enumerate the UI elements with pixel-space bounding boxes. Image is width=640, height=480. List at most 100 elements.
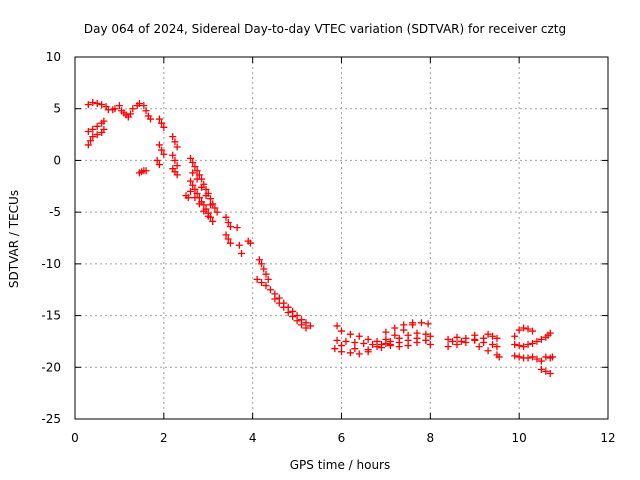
data-point [195, 200, 203, 208]
data-point [84, 141, 92, 149]
data-point [533, 337, 541, 345]
data-point [495, 353, 503, 361]
x-axis-label: GPS time / hours [290, 458, 391, 472]
data-point [453, 341, 461, 349]
data-point [84, 127, 92, 135]
series-long-descent [253, 256, 314, 332]
y-tick-label: 10 [46, 50, 61, 64]
series-early-rising [84, 117, 108, 149]
data-point [189, 158, 197, 166]
data-point [224, 218, 232, 226]
data-point [484, 347, 492, 355]
x-tick-label: 12 [600, 431, 615, 445]
data-point [289, 313, 297, 321]
data-point [480, 334, 488, 342]
data-point [511, 332, 519, 340]
data-point [537, 365, 545, 373]
data-point [493, 334, 501, 342]
data-point [186, 177, 194, 185]
data-point [520, 343, 528, 351]
data-point [542, 367, 550, 375]
y-axis-label: SDTVAR / TECUs [7, 190, 21, 288]
data-point [346, 330, 354, 338]
data-point [306, 322, 314, 330]
data-point [280, 303, 288, 311]
data-point [524, 325, 532, 333]
y-tick-label: -20 [41, 360, 61, 374]
data-point [275, 299, 283, 307]
y-tick-labels: -25 -20 -15 -10 -5 0 5 10 [41, 50, 61, 426]
data-point [391, 324, 399, 332]
data-point [169, 133, 177, 141]
data-point [422, 336, 430, 344]
data-point [548, 353, 556, 361]
data-point [173, 162, 181, 170]
data-point [546, 329, 554, 337]
axis-ticks [74, 56, 609, 420]
data-point [202, 185, 210, 193]
x-tick-label: 4 [249, 431, 257, 445]
data-point [93, 131, 101, 139]
data-point [515, 353, 523, 361]
data-point [515, 326, 523, 334]
data-point [173, 143, 181, 151]
data-point [142, 107, 150, 115]
data-point [262, 282, 270, 290]
data-point [233, 224, 241, 232]
data-point [533, 355, 541, 363]
data-point [484, 330, 492, 338]
data-point [87, 137, 95, 145]
data-point [89, 133, 97, 141]
grid-lines [75, 57, 608, 419]
data-point [147, 115, 155, 123]
data-point [449, 337, 457, 345]
data-point [424, 320, 432, 328]
data-point [382, 328, 390, 336]
data-point [191, 163, 199, 171]
data-point [342, 337, 350, 345]
data-point [528, 327, 536, 335]
data-point [377, 344, 385, 352]
data-point [422, 330, 430, 338]
data-point [515, 342, 523, 350]
data-point [100, 117, 108, 125]
series-mid-fragments [222, 213, 254, 258]
series-plateau-upper [333, 319, 432, 345]
data-point [184, 194, 192, 202]
data-point [206, 195, 214, 203]
x-tick-label: 10 [512, 431, 527, 445]
data-point [100, 125, 108, 133]
data-point [260, 265, 268, 273]
y-tick-label: -15 [41, 309, 61, 323]
data-point [391, 331, 399, 339]
data-point [115, 102, 123, 110]
data-point [98, 101, 106, 109]
data-point [89, 125, 97, 133]
data-point [293, 317, 301, 325]
data-point [235, 241, 243, 249]
data-point [222, 231, 230, 239]
data-point [191, 185, 199, 193]
data-point [155, 161, 163, 169]
data-point [457, 337, 465, 345]
data-point [262, 270, 270, 278]
data-point [127, 110, 135, 118]
data-point [364, 346, 372, 354]
data-point [226, 239, 234, 247]
series-early-mid [135, 115, 181, 179]
data-point [417, 319, 425, 327]
data-point [426, 332, 434, 340]
data-point [542, 353, 550, 361]
data-point [153, 156, 161, 164]
data-point [524, 354, 532, 362]
data-point [355, 332, 363, 340]
data-point [158, 119, 166, 127]
data-point [471, 331, 479, 339]
data-point [351, 345, 359, 353]
x-tick-label: 0 [71, 431, 79, 445]
y-tick-label: 5 [53, 102, 61, 116]
x-tick-label: 8 [427, 431, 435, 445]
data-point [224, 235, 232, 243]
data-point [129, 105, 137, 113]
data-point [84, 101, 92, 109]
